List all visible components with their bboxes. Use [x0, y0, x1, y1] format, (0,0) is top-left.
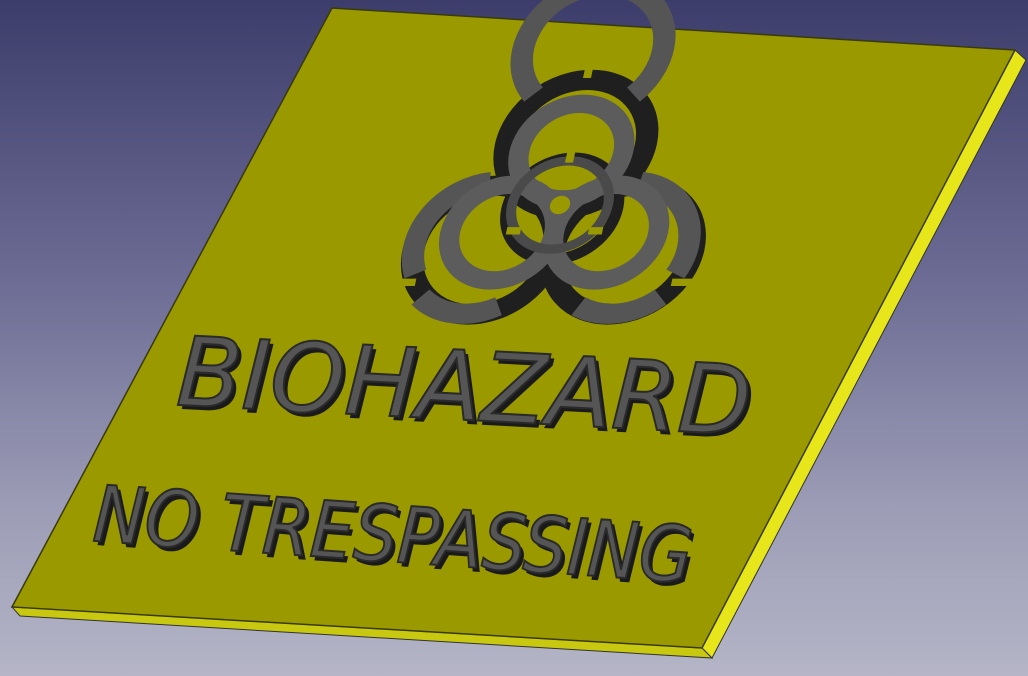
sign-plate[interactable] [10, 7, 1027, 659]
biohazard-symbol [392, 0, 706, 325]
plate-top-face [10, 7, 1017, 649]
